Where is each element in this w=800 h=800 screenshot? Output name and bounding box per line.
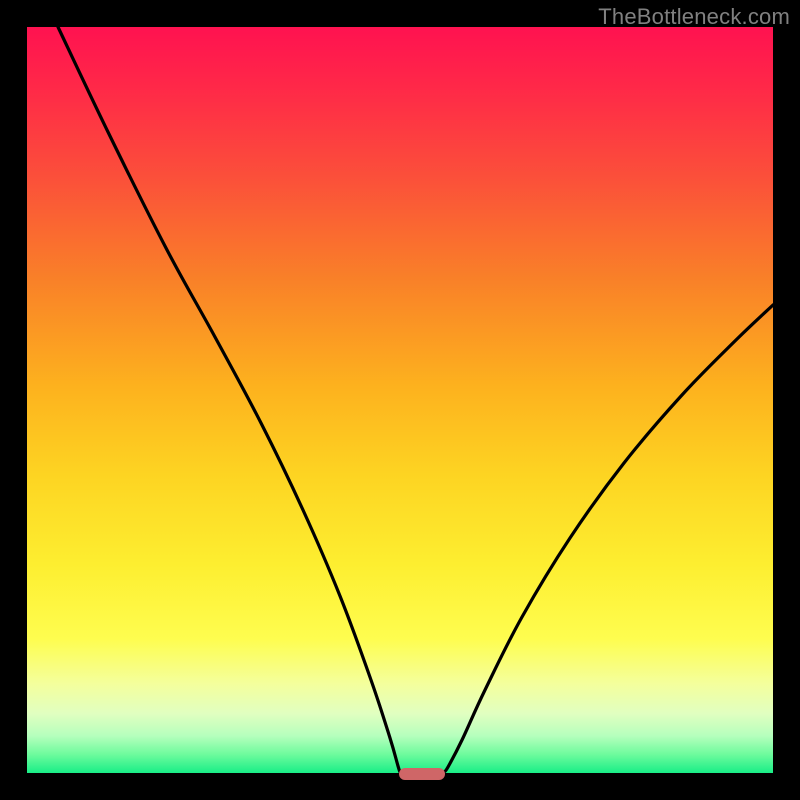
notch-marker: [399, 768, 445, 780]
watermark-text: TheBottleneck.com: [598, 4, 790, 30]
bottleneck-chart: [0, 0, 800, 800]
chart-container: TheBottleneck.com: [0, 0, 800, 800]
plot-background: [27, 27, 773, 773]
